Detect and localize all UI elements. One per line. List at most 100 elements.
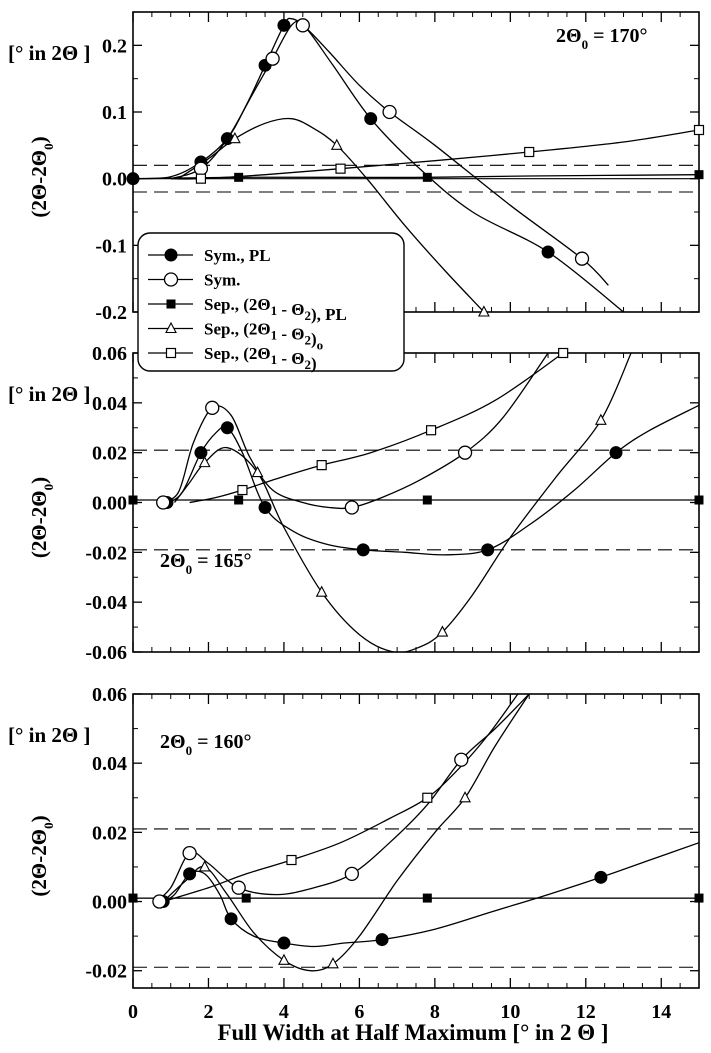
legend-box <box>137 232 405 372</box>
point-sym-pl <box>375 933 389 947</box>
y-tick-label: 0.06 <box>92 684 127 706</box>
point-sep-2-1-2-o <box>330 138 343 150</box>
series-line-sym <box>155 694 530 903</box>
y-tick-label: 0.04 <box>92 753 127 775</box>
point-sym <box>457 445 473 460</box>
point-sym-pl <box>356 543 370 557</box>
legend-label: Sep., (2Θ1 - Θ2)o <box>204 320 323 353</box>
y-tick-label: 0.00 <box>92 493 127 515</box>
point-sym-pl <box>541 245 555 259</box>
point-sep-2-1-2 <box>422 792 433 803</box>
point-sep-2-1-2-pl <box>128 174 138 184</box>
point-sep-2-1-2 <box>524 146 535 158</box>
point-sym-pl <box>277 936 291 950</box>
point-sym <box>344 500 360 515</box>
x-tick-label: 8 <box>430 1001 440 1023</box>
legend-label: Sep., (2Θ1 - Θ2), PL <box>204 295 347 324</box>
y-axis-label: (2Θ-2Θ0) <box>27 477 56 558</box>
point-sym <box>382 104 397 120</box>
point-sep-2-1-2-pl <box>234 495 244 505</box>
point-sep-2-1-2-pl <box>422 172 432 182</box>
legend-label: Sym., PL <box>204 246 271 265</box>
point-sep-2-1-2-pl <box>234 172 244 182</box>
y-tick-label: 0.00 <box>92 892 127 914</box>
point-sym <box>156 495 171 510</box>
y-tick-label: 0.1 <box>102 102 127 124</box>
point-sym <box>344 866 360 882</box>
point-sep-2-1-2-pl <box>128 893 138 903</box>
point-sep-2-1-2-o <box>228 131 241 144</box>
y-tick-label: 0.2 <box>102 35 127 57</box>
point-sym <box>574 251 590 266</box>
legend-label: Sym. <box>204 271 240 290</box>
point-sym <box>152 894 167 909</box>
series-line-sym <box>159 353 549 510</box>
legend-marker-filled-circle <box>164 248 178 262</box>
x-tick-label: 14 <box>651 1001 671 1023</box>
point-sep-2-1-2-o <box>594 413 607 425</box>
point-sym-pl <box>194 446 208 460</box>
point-sep-2-1-2-pl <box>694 495 704 505</box>
point-sym <box>205 400 220 415</box>
point-sep-2-1-2-pl <box>422 495 432 505</box>
point-sep-2-1-2 <box>425 425 437 436</box>
point-sym-pl <box>594 870 608 884</box>
point-sep-2-1-2 <box>316 460 327 471</box>
point-sep-2-1-2-o <box>315 585 328 597</box>
point-sep-2-1-2 <box>286 854 297 866</box>
legend-marker-open-square <box>165 347 177 359</box>
point-sym <box>265 51 280 66</box>
panel-annotation: 2Θ0 = 165° <box>160 550 251 577</box>
point-sep-2-1-2-o <box>251 465 264 478</box>
legend-label: Sep., (2Θ1 - Θ2) <box>204 344 317 373</box>
point-sep-2-1-2-o <box>198 455 211 468</box>
series-line-sep-2-1-2 <box>163 694 519 903</box>
point-sep-2-1-2-o <box>198 860 211 872</box>
point-sym-pl <box>258 500 272 514</box>
y-axis-label: (2Θ-2Θ0) <box>27 136 56 217</box>
y-unit-label: [° in 2Θ ] <box>8 723 90 747</box>
point-sym <box>182 845 197 861</box>
panel-160: 0.06 0.04 0.02 0.00 -0.020 2 4 6 8 10 12 14 [° in 2Θ… <box>8 684 704 1023</box>
point-sym <box>231 880 246 895</box>
panel-165: 0.06 0.04 0.02 0.00 -0.02 -0.04 -0.06 [° in 2Θ … <box>8 343 704 664</box>
y-tick-label: 0.0 <box>102 169 127 191</box>
plot-area <box>133 353 699 652</box>
point-sep-2-1-2 <box>693 124 705 136</box>
series-line-sym-pl <box>133 17 624 312</box>
point-sep-2-1-2-pl <box>422 893 432 903</box>
x-axis-label: Full Width at Half Maximum [° in 2 Θ ] <box>217 1020 608 1045</box>
point-sym-pl <box>220 421 234 435</box>
series-line-sep-2-1-2 <box>170 129 699 180</box>
x-tick-label: 2 <box>203 1001 213 1023</box>
plot-frame <box>132 352 700 653</box>
x-tick-label: 4 <box>279 1001 289 1023</box>
point-sep-2-1-2 <box>237 484 248 496</box>
y-tick-label: -0.1 <box>95 235 127 257</box>
y-tick-label: -0.04 <box>85 592 127 614</box>
y-tick-label: -0.02 <box>85 542 127 564</box>
y-unit-label: [° in 2Θ ] <box>8 382 90 406</box>
x-tick-label: 6 <box>354 1001 364 1023</box>
panel-annotation: 2Θ0 = 170° <box>556 25 647 52</box>
y-unit-label: [° in 2Θ ] <box>8 41 90 65</box>
point-sym-pl <box>224 912 238 926</box>
x-tick-label: 12 <box>576 1001 596 1023</box>
series-line-sym <box>170 20 609 286</box>
legend-marker-open-triangle <box>165 321 177 334</box>
point-sep-2-1-2-o <box>278 953 290 965</box>
point-sym-pl <box>364 112 378 126</box>
y-tick-label: -0.02 <box>85 961 127 983</box>
point-sym <box>454 752 469 767</box>
point-sep-2-1-2-o <box>327 957 339 969</box>
point-sep-2-1-2 <box>195 173 207 184</box>
panel-170: 0.2 0.1 0.0 -0.1 -0.2 [° in 2Θ ] (2Θ-2Θ0) 2Θ0 =… <box>8 11 705 324</box>
plot-area <box>133 17 699 312</box>
point-sep-2-1-2-pl <box>694 893 704 903</box>
point-sym <box>295 18 310 33</box>
point-sep-2-1-2-pl <box>694 170 704 180</box>
legend-marker-open-circle <box>163 272 179 287</box>
point-sep-2-1-2-o <box>459 791 471 803</box>
